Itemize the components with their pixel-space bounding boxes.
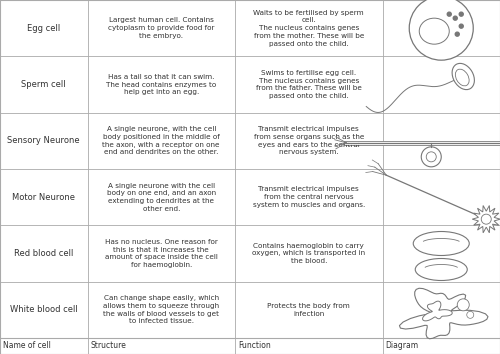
Text: Sensory Neurone: Sensory Neurone <box>8 136 80 145</box>
Ellipse shape <box>456 69 469 86</box>
Text: Structure: Structure <box>90 342 126 350</box>
Polygon shape <box>400 288 488 339</box>
Text: Largest human cell. Contains
cytoplasm to provide food for
the embryo.: Largest human cell. Contains cytoplasm t… <box>108 17 214 39</box>
Text: Name of cell: Name of cell <box>3 342 51 350</box>
Ellipse shape <box>413 232 469 256</box>
Text: Transmit electrical impulses
from sense organs such as the
eyes and ears to the : Transmit electrical impulses from sense … <box>254 126 364 155</box>
Ellipse shape <box>419 18 449 44</box>
Text: Sperm cell: Sperm cell <box>22 80 66 89</box>
Text: Function: Function <box>238 342 271 350</box>
Text: Diagram: Diagram <box>386 342 418 350</box>
Text: A single neurone, with the cell
body positioned in the middle of
the axon, with : A single neurone, with the cell body pos… <box>102 126 220 155</box>
Text: Red blood cell: Red blood cell <box>14 249 74 258</box>
Text: Egg cell: Egg cell <box>27 24 60 33</box>
Circle shape <box>453 16 457 20</box>
Circle shape <box>421 147 442 167</box>
Polygon shape <box>422 301 452 321</box>
Ellipse shape <box>415 258 467 280</box>
Circle shape <box>409 0 473 60</box>
Circle shape <box>426 152 436 162</box>
Text: Contains haemoglobin to carry
oxygen, which is transported in
the blood.: Contains haemoglobin to carry oxygen, wh… <box>252 243 366 264</box>
Circle shape <box>467 311 474 318</box>
Text: White blood cell: White blood cell <box>10 306 78 314</box>
Polygon shape <box>472 206 500 233</box>
Text: Protects the body from
infection: Protects the body from infection <box>268 303 350 317</box>
Text: Transmit electrical impulses
from the central nervous
system to muscles and orga: Transmit electrical impulses from the ce… <box>252 187 365 208</box>
Text: Motor Neurone: Motor Neurone <box>12 193 75 202</box>
Circle shape <box>455 32 459 36</box>
Text: Can change shape easily, which
allows them to squeeze through
the walls of blood: Can change shape easily, which allows th… <box>103 295 220 325</box>
Circle shape <box>481 214 491 224</box>
Text: A single neurone with the cell
body on one end, and an axon
extending to dendrit: A single neurone with the cell body on o… <box>106 183 216 212</box>
Circle shape <box>448 12 451 16</box>
Text: Waits to be fertilised by sperm
cell.
The nucleus contains genes
from the mother: Waits to be fertilised by sperm cell. Th… <box>254 10 364 47</box>
Text: Swims to fertilise egg cell.
The nucleus contains genes
from the father. These w: Swims to fertilise egg cell. The nucleus… <box>256 70 362 99</box>
Circle shape <box>457 299 469 311</box>
Text: Has a tail so that it can swim.
The head contains enzymes to
help get into an eg: Has a tail so that it can swim. The head… <box>106 74 216 95</box>
Ellipse shape <box>452 63 474 90</box>
Circle shape <box>459 24 463 28</box>
Circle shape <box>459 12 463 16</box>
Text: Has no nucleus. One reason for
this is that it increases the
amount of space ins: Has no nucleus. One reason for this is t… <box>105 239 218 268</box>
